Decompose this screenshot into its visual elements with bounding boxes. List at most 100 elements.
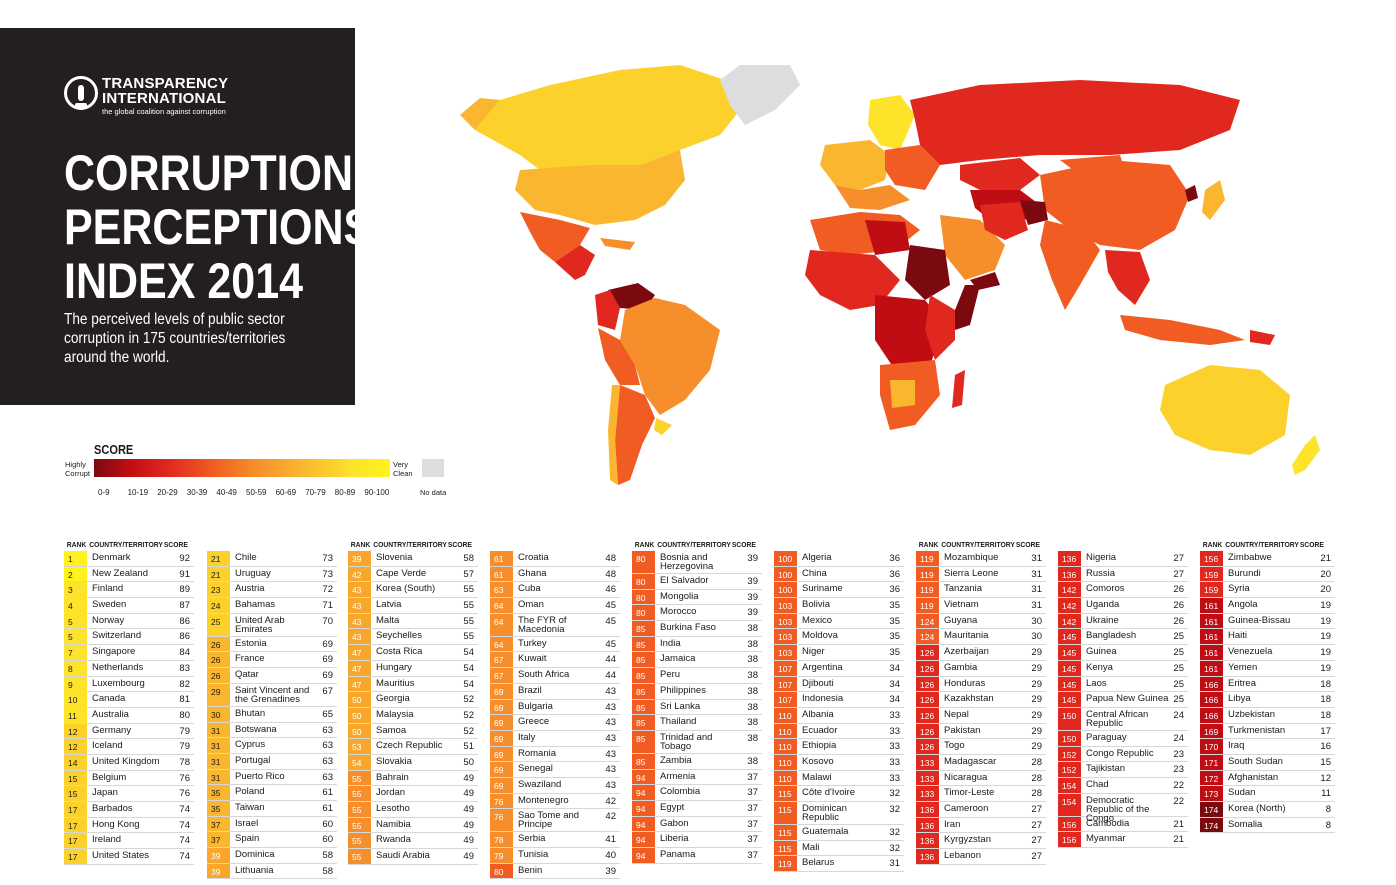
score-cell: 52 (463, 725, 474, 737)
score-legend: SCORE Highly Corrupt Very Clean 0-9 10-19… (60, 440, 460, 500)
country-cell: Finland (92, 583, 124, 595)
country-cell: Barbados (92, 803, 133, 814)
score-cell: 37 (747, 787, 758, 799)
score-cell: 54 (463, 662, 474, 674)
rank-cell: 64 (490, 636, 513, 652)
rank-cell: 64 (490, 598, 513, 613)
map-southern-europe (835, 185, 910, 210)
table-column: 61 Croatia 48 61 Ghana 48 63 Cuba 46 64 Oman 45 64 Th… (490, 538, 620, 880)
country-cell: Kyrgyzstan (944, 834, 991, 846)
rank-cell: 159 (1200, 582, 1223, 598)
score-cell: 27 (1173, 568, 1184, 580)
table-row: 115 Mali 32 (774, 840, 904, 857)
country-cell: Niger (802, 646, 825, 658)
country-cell: Moldova (802, 630, 838, 642)
rank-cell: 126 (916, 707, 939, 723)
map-west-africa (805, 250, 900, 310)
map-scandinavia (868, 95, 915, 150)
country-cell: India (660, 637, 681, 649)
score-cell: 29 (1031, 741, 1042, 753)
rank-cell: 17 (64, 802, 87, 817)
table-row: 47 Costa Rica 54 (348, 645, 478, 661)
country-cell: Samoa (376, 724, 407, 736)
map-afghanistan (1020, 200, 1048, 225)
score-cell: 25 (1173, 694, 1184, 706)
score-cell: 84 (179, 647, 190, 659)
map-argentina (615, 385, 655, 485)
score-cell: 43 (605, 748, 616, 760)
country-cell: Myanmar (1086, 833, 1126, 845)
rank-cell: 126 (916, 676, 939, 692)
score-cell: 20 (1320, 584, 1331, 596)
country-cell: Oman (518, 599, 544, 611)
rank-cell: 115 (774, 786, 797, 801)
rank-cell: 174 (1200, 817, 1223, 833)
rank-cell: 26 (207, 668, 230, 683)
table-row: 110 Kosovo 33 (774, 754, 904, 771)
table-row: 85 Zambia 38 (632, 753, 762, 770)
country-cell: Timor-Leste (944, 787, 995, 799)
score-cell: 41 (605, 834, 616, 846)
country-cell: Mongolia (660, 590, 699, 602)
rank-cell: 17 (64, 817, 87, 833)
table-row: 110 Ethiopia 33 (774, 739, 904, 755)
score-cell: 34 (889, 694, 900, 706)
rank-cell: 150 (1058, 730, 1081, 746)
score-cell: 46 (605, 584, 616, 596)
header-country: COUNTRY/TERRITORY (1225, 540, 1299, 549)
table-row: 115 Côte d'Ivoire 32 (774, 786, 904, 802)
rank-cell: 43 (348, 598, 371, 613)
rank-cell: 55 (348, 802, 371, 817)
country-cell: Panama (660, 849, 696, 860)
score-cell: 43 (605, 685, 616, 697)
score-cell: 63 (322, 771, 333, 783)
table-row: 119 Sierra Leone 31 (916, 566, 1046, 583)
rank-cell: 54 (348, 754, 371, 770)
country-cell: Jamaica (660, 653, 696, 665)
score-cell: 18 (1320, 694, 1331, 706)
score-cell: 33 (889, 772, 900, 784)
country-cell: Switzerland (92, 630, 142, 642)
table-column: RANK COUNTRY/TERRITORY SCORE 1 Denmark 92 2 New… (64, 538, 194, 865)
logo-icon (64, 76, 98, 110)
table-row: 69 Bulgaria 43 (490, 699, 620, 716)
rank-cell: 80 (632, 605, 655, 621)
score-cell: 38 (747, 670, 758, 682)
table-row: 94 Egypt 37 (632, 800, 762, 817)
table-row: 85 Jamaica 38 (632, 652, 762, 669)
table-row: 26 France 69 (207, 652, 337, 669)
country-cell: Thailand (660, 716, 697, 728)
rank-cell: 133 (916, 754, 939, 770)
score-cell: 30 (1031, 615, 1042, 627)
country-cell: Malawi (802, 771, 832, 783)
score-cell: 72 (322, 584, 333, 596)
rank-cell: 80 (632, 574, 655, 589)
country-cell: Central African Republic (1086, 708, 1149, 729)
score-cell: 45 (605, 638, 616, 650)
country-cell: Democratic Republic of the Congo (1086, 794, 1150, 824)
table-row: 115 Dominican Republic 32 (774, 802, 904, 825)
table-row: 126 Honduras 29 (916, 676, 1046, 693)
table-row: 24 Bahamas 71 (207, 598, 337, 614)
map-libya (865, 220, 910, 255)
country-cell: Bahamas (235, 599, 276, 611)
table-row: 69 Senegal 43 (490, 762, 620, 778)
rank-cell: 126 (916, 660, 939, 676)
rank-cell: 156 (1200, 551, 1223, 566)
score-cell: 74 (179, 804, 190, 815)
table-row: 154 Chad 22 (1058, 777, 1188, 794)
table-row: 9 Luxembourg 82 (64, 676, 194, 693)
rank-cell: 80 (632, 589, 655, 605)
country-cell: El Salvador (660, 575, 709, 586)
score-cell: 45 (605, 600, 616, 612)
score-cell: 33 (889, 756, 900, 768)
table-row: 61 Ghana 48 (490, 566, 620, 583)
rank-cell: 159 (1200, 566, 1223, 582)
map-southeast-asia (1105, 250, 1150, 305)
table-row: 161 Guinea-Bissau 19 (1200, 613, 1335, 630)
table-row: 110 Albania 33 (774, 707, 904, 724)
country-cell: Hong Kong (92, 818, 140, 830)
rank-cell: 31 (207, 753, 230, 769)
country-cell: Mali (802, 841, 820, 853)
table-row: 50 Georgia 52 (348, 692, 478, 708)
